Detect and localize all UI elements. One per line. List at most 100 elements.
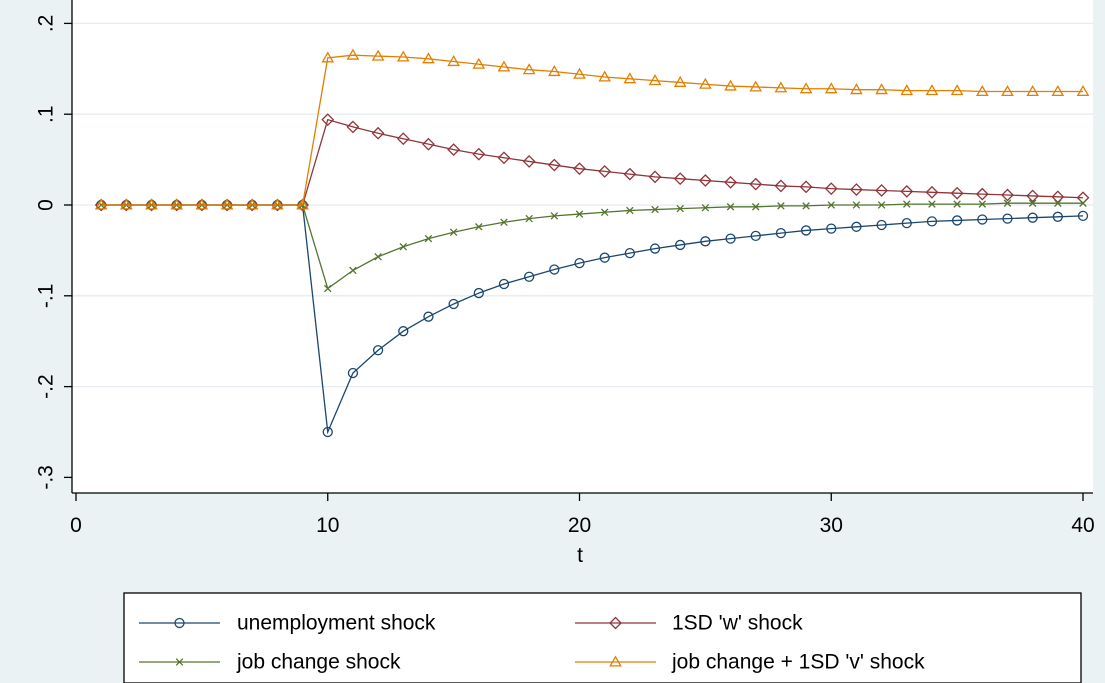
data-point (777, 202, 785, 210)
data-point (321, 113, 335, 127)
data-point (270, 198, 284, 212)
data-point (800, 225, 812, 236)
data-point (398, 326, 409, 337)
legend-label: job change + 1SD 'v' shock (671, 651, 925, 674)
data-point (724, 175, 737, 189)
data-point (170, 198, 184, 210)
data-point (1003, 199, 1012, 207)
data-point (500, 218, 508, 227)
data-point (1027, 212, 1038, 223)
data-point (775, 227, 787, 239)
legend-item: job change + 1SD 'v' shock (575, 651, 925, 674)
data-point (346, 120, 360, 134)
data-point (522, 154, 536, 168)
data-point (371, 49, 385, 61)
x-axis: 0 10 20 30 40 (70, 492, 1095, 537)
data-point (851, 221, 862, 232)
data-point (422, 137, 435, 151)
data-point (472, 57, 486, 69)
data-point (547, 158, 561, 172)
data-point (700, 236, 711, 247)
data-point (975, 84, 989, 97)
data-point (423, 311, 434, 322)
data-point (977, 214, 988, 225)
data-point (220, 198, 234, 212)
legend-item: unemployment shock (139, 612, 436, 635)
data-point (220, 198, 234, 210)
data-point (875, 184, 889, 197)
data-point (372, 345, 384, 356)
data-point (396, 50, 410, 62)
x-axis-title: t (577, 544, 583, 567)
data-point (1076, 84, 1090, 97)
data-point (1001, 84, 1014, 97)
data-point (774, 81, 788, 93)
data-point (120, 198, 133, 210)
data-point (749, 80, 763, 92)
data-point (648, 74, 662, 86)
data-point (349, 266, 357, 275)
y-tick-label: 0 (35, 199, 58, 211)
data-point (953, 200, 961, 208)
data-point (170, 198, 184, 212)
data-point (850, 183, 863, 196)
data-point (195, 198, 209, 212)
data-point (876, 219, 887, 231)
data-point (673, 172, 687, 186)
legend-label: unemployment shock (237, 612, 436, 635)
data-point (497, 151, 511, 165)
data-point (245, 198, 259, 212)
data-point (296, 198, 309, 212)
data-point (119, 198, 133, 212)
data-point (346, 48, 360, 60)
x-tick-label: 30 (820, 514, 843, 537)
data-point (623, 72, 637, 84)
data-point (472, 147, 486, 161)
data-point (399, 243, 408, 251)
data-point (574, 257, 585, 269)
data-point (651, 205, 659, 214)
data-point (675, 239, 686, 251)
data-point (573, 67, 586, 79)
data-point (875, 83, 888, 95)
data-point (374, 252, 382, 261)
data-point (676, 204, 684, 213)
plot-area (72, 0, 1093, 493)
data-point (525, 214, 533, 223)
data-point (925, 185, 939, 199)
data-point (371, 126, 385, 140)
data-point (145, 198, 158, 212)
data-point (950, 186, 964, 200)
data-point (522, 63, 536, 75)
data-point (473, 287, 484, 299)
data-point (475, 223, 483, 231)
x-tick-label: 40 (1071, 514, 1094, 537)
data-point (1052, 211, 1063, 222)
data-point (598, 70, 611, 82)
data-point (296, 198, 309, 210)
data-point (550, 212, 559, 220)
x-tick-label: 10 (316, 514, 339, 537)
data-point (497, 60, 511, 72)
legend-label: job change shock (236, 651, 401, 674)
data-point (145, 198, 158, 210)
data-point (245, 198, 259, 210)
data-point (826, 223, 837, 234)
data-point (799, 180, 813, 194)
data-point (951, 215, 963, 226)
x-tick-label: 0 (70, 514, 82, 537)
data-point (422, 52, 435, 64)
data-point (94, 198, 108, 210)
data-point (599, 252, 610, 263)
data-point (926, 216, 938, 227)
data-point (724, 79, 737, 91)
data-point (575, 210, 584, 218)
data-point (94, 198, 108, 212)
data-point (799, 82, 813, 94)
legend-label: 1SD 'w' shock (672, 612, 803, 635)
data-point (548, 65, 561, 77)
data-point (195, 198, 209, 210)
legend-marker (609, 655, 622, 667)
data-point (701, 203, 710, 212)
